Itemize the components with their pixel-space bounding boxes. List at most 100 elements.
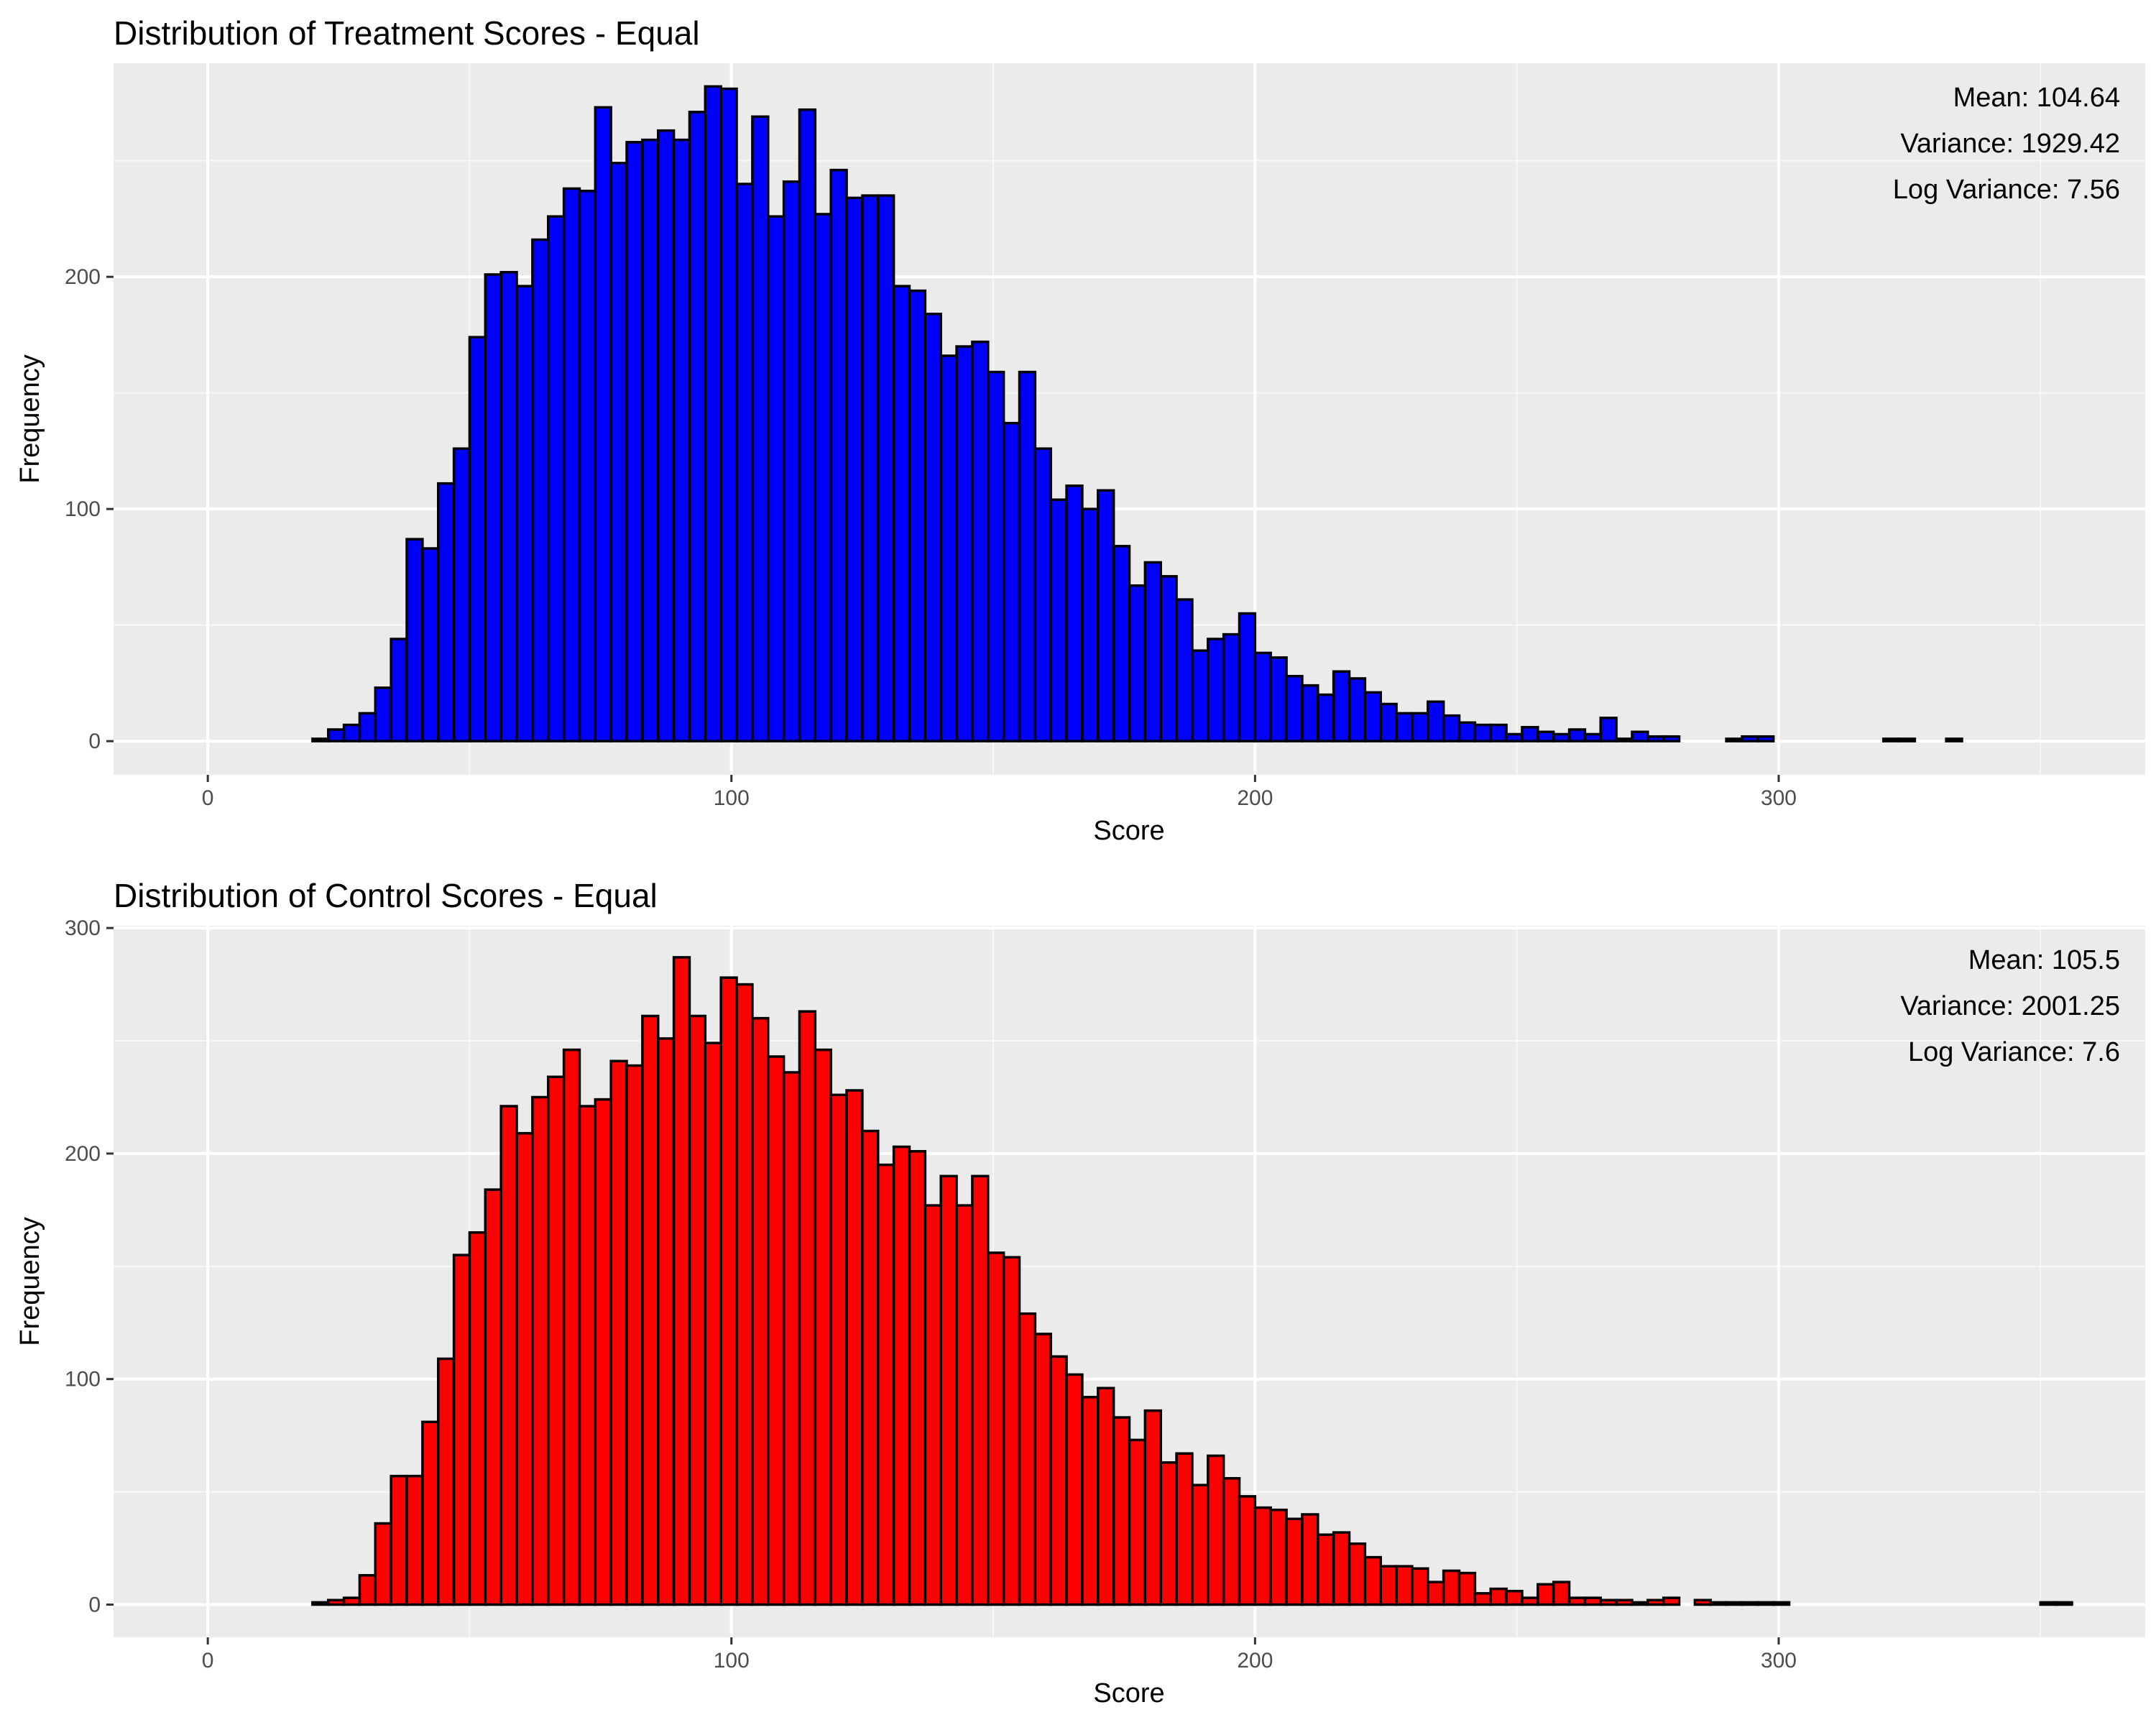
control-histogram-bar xyxy=(531,1095,550,1606)
control-bars xyxy=(311,956,2073,1606)
control-histogram-bar xyxy=(955,1204,974,1606)
control-histogram-bar xyxy=(1552,1581,1571,1606)
control-histogram-bar xyxy=(1363,1555,1382,1606)
treatment-histogram-bar xyxy=(531,238,550,742)
treatment-histogram-bar xyxy=(405,538,424,742)
control-histogram-bar xyxy=(1599,1598,1618,1606)
control-histogram-bar xyxy=(1049,1355,1068,1606)
treatment-variance-stat: Variance: 1929.42 xyxy=(1900,129,2120,159)
control-histogram-bar xyxy=(971,1174,990,1606)
treatment-histogram-bar xyxy=(609,162,628,742)
control-histogram-bar xyxy=(1285,1517,1304,1606)
control-chart-title: Distribution of Control Scores - Equal xyxy=(114,877,658,914)
treatment-histogram-bar xyxy=(1269,656,1288,742)
treatment-histogram-bar xyxy=(955,345,974,742)
treatment-histogram-bar xyxy=(1662,735,1681,742)
control-histogram-bar xyxy=(1521,1596,1539,1606)
control-histogram-bar xyxy=(1489,1587,1508,1606)
control-histogram-bar xyxy=(1505,1589,1524,1606)
treatment-histogram-bar xyxy=(1222,632,1241,742)
control-histogram-bar xyxy=(672,956,691,1606)
treatment-histogram-bar xyxy=(562,187,581,742)
treatment-histogram-bar xyxy=(719,87,738,742)
x-tick-label: 100 xyxy=(714,1649,750,1673)
control-histogram-bar xyxy=(1253,1506,1272,1606)
treatment-histogram-bar xyxy=(484,273,502,742)
control-histogram-bar xyxy=(1269,1508,1288,1606)
treatment-histogram-bar xyxy=(987,370,1005,742)
treatment-histogram-bar xyxy=(515,285,534,742)
control-histogram-bar xyxy=(452,1254,471,1606)
control-histogram-bar xyxy=(704,1041,722,1606)
treatment-histogram-bar xyxy=(390,638,408,742)
treatment-log-variance-stat: Log Variance: 7.56 xyxy=(1893,175,2120,205)
control-histogram-bar xyxy=(1473,1592,1492,1606)
treatment-histogram-bar xyxy=(1097,489,1115,742)
control-histogram-bar xyxy=(1332,1531,1351,1606)
control-histogram-bar xyxy=(1002,1256,1021,1606)
control-histogram-bar xyxy=(499,1105,518,1606)
treatment-histogram-bar xyxy=(1725,737,1743,742)
control-histogram-bar xyxy=(468,1231,487,1606)
x-tick-label: 300 xyxy=(1761,1649,1797,1673)
control-histogram-bar xyxy=(1159,1461,1178,1606)
treatment-histogram-bar xyxy=(1615,737,1634,742)
control-histogram-bar xyxy=(311,1601,330,1606)
control-histogram-bar xyxy=(1018,1312,1037,1606)
treatment-histogram-bar xyxy=(657,129,676,742)
treatment-y-axis-label: Frequency xyxy=(15,354,45,484)
control-histogram-bar xyxy=(515,1131,534,1606)
control-histogram-bar xyxy=(877,1163,895,1606)
treatment-histogram-bar xyxy=(971,340,990,742)
treatment-histogram-bar xyxy=(1473,723,1492,742)
control-histogram-bar xyxy=(1442,1569,1461,1606)
y-tick-label: 100 xyxy=(65,497,101,521)
control-histogram-bar xyxy=(829,1093,848,1606)
control-mean-stat: Mean: 105.5 xyxy=(1968,945,2120,975)
control-histogram: Distribution of Control Scores - Equal 0… xyxy=(15,877,2145,1708)
treatment-histogram-bar xyxy=(1505,732,1524,742)
control-histogram-bar xyxy=(436,1357,456,1606)
treatment-histogram-bar xyxy=(1018,370,1037,742)
control-histogram-bar xyxy=(923,1204,942,1606)
treatment-histogram-bar xyxy=(1379,702,1398,742)
treatment-histogram-bar xyxy=(1002,421,1021,742)
control-histogram-bar xyxy=(625,1064,644,1606)
control-histogram-bar xyxy=(1693,1598,1713,1606)
treatment-histogram-bar xyxy=(1411,712,1429,742)
control-histogram-bar xyxy=(1081,1396,1100,1606)
treatment-histogram-bar xyxy=(1881,737,1901,742)
control-histogram-bar xyxy=(1238,1495,1257,1606)
treatment-histogram-bar xyxy=(845,196,864,742)
control-histogram-bar xyxy=(987,1251,1005,1606)
control-variance-stat: Variance: 2001.25 xyxy=(1900,991,2120,1021)
x-tick-label: 0 xyxy=(202,1649,214,1673)
control-axis-ticks: 0 100 200 300 0 100 200 300 xyxy=(65,916,1797,1673)
treatment-histogram-bar xyxy=(1238,612,1257,742)
treatment-histogram-bar xyxy=(1457,721,1477,742)
treatment-histogram-bar xyxy=(1583,732,1602,742)
treatment-histogram-bar xyxy=(326,728,346,742)
treatment-mean-stat: Mean: 104.64 xyxy=(1953,83,2120,113)
control-histogram-bar xyxy=(1662,1596,1681,1606)
treatment-histogram-bar xyxy=(311,737,330,742)
treatment-histogram-bar xyxy=(688,111,707,742)
control-histogram-bar xyxy=(562,1048,581,1606)
control-stats: Mean: 105.5 Variance: 2001.25 Log Varian… xyxy=(1900,945,2120,1067)
treatment-axis-ticks: 0 100 200 300 0 100 200 xyxy=(65,265,1797,810)
control-histogram-bar xyxy=(719,976,738,1606)
treatment-histogram: Distribution of Treatment Scores - Equal… xyxy=(15,14,2145,846)
treatment-histogram-bar xyxy=(1112,545,1131,742)
control-histogram-bar xyxy=(1348,1542,1367,1606)
y-tick-label: 0 xyxy=(88,730,101,753)
control-histogram-bar xyxy=(342,1596,361,1606)
x-tick-label: 300 xyxy=(1761,786,1797,810)
treatment-histogram-bar xyxy=(814,213,832,742)
control-histogram-bar xyxy=(1709,1601,1728,1606)
control-histogram-bar xyxy=(1427,1581,1445,1606)
control-histogram-bar xyxy=(892,1145,911,1606)
treatment-histogram-bar xyxy=(829,168,848,742)
control-histogram-bar xyxy=(1175,1452,1194,1606)
control-histogram-bar xyxy=(1411,1567,1429,1606)
